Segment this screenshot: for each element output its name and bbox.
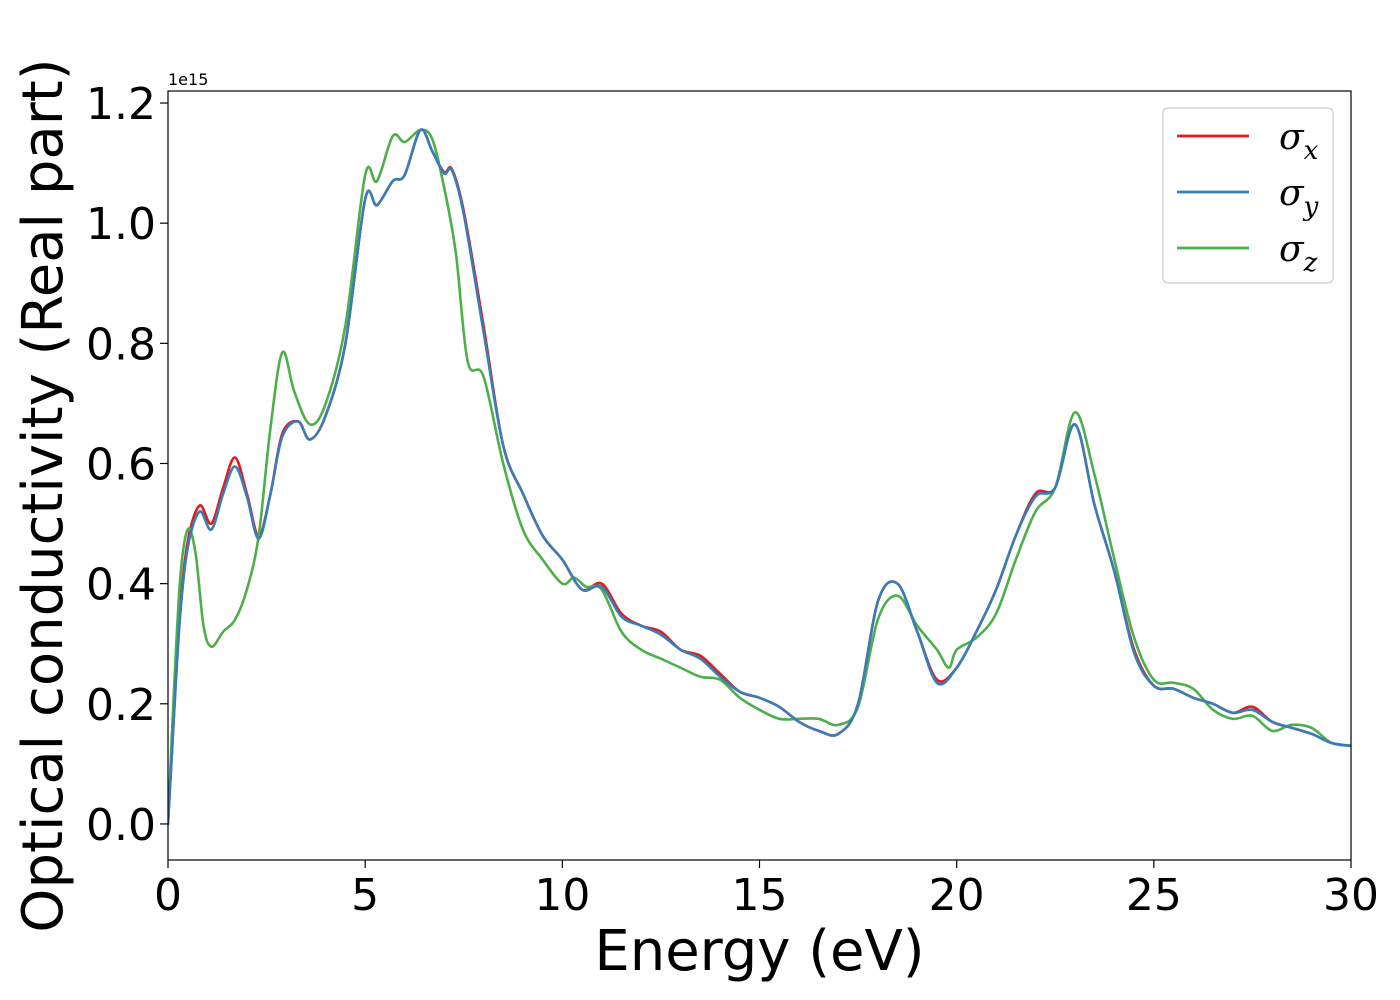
x-tick-label: 30 <box>1323 870 1379 921</box>
legend-label-symbol: σ <box>1279 173 1305 214</box>
y-tick-label: 1.2 <box>86 79 156 130</box>
series-line-y <box>168 128 1351 826</box>
x-tick-label: 5 <box>351 870 379 921</box>
x-tick-label: 20 <box>929 870 985 921</box>
y-tick-label: 1.0 <box>86 199 156 250</box>
x-tick-label: 25 <box>1126 870 1182 921</box>
y-axis-label: Optical conductivity (Real part) <box>11 58 76 932</box>
y-offset-label: 1e15 <box>168 70 208 89</box>
x-axis-label: Energy (eV) <box>594 919 924 984</box>
x-tick-label: 15 <box>732 870 788 921</box>
y-tick-label: 0.8 <box>86 319 156 370</box>
legend-label-subscript: x <box>1304 136 1319 166</box>
legend-label-symbol: σ <box>1279 229 1305 270</box>
y-axis-ticks: 0.0 0.2 0.4 0.6 0.8 1.0 1.2 <box>86 79 168 851</box>
legend-label-x: σx <box>1279 117 1319 166</box>
legend-label-z: σz <box>1279 229 1318 278</box>
legend-box <box>1162 107 1334 284</box>
series-line-z <box>168 128 1351 826</box>
y-tick-label: 0.0 <box>86 800 156 851</box>
x-tick-label: 0 <box>154 870 182 921</box>
plot-lines <box>168 128 1351 826</box>
y-tick-label: 0.2 <box>86 680 156 731</box>
legend-label-y: σy <box>1279 173 1319 222</box>
y-tick-label: 0.6 <box>86 439 156 490</box>
x-axis-ticks: 0 5 10 15 20 25 30 <box>154 860 1379 921</box>
legend-label-subscript: z <box>1303 248 1318 278</box>
y-tick-label: 0.4 <box>86 560 156 611</box>
legend-label-symbol: σ <box>1279 117 1305 158</box>
legend-label-subscript: y <box>1303 192 1319 222</box>
x-tick-label: 10 <box>534 870 590 921</box>
